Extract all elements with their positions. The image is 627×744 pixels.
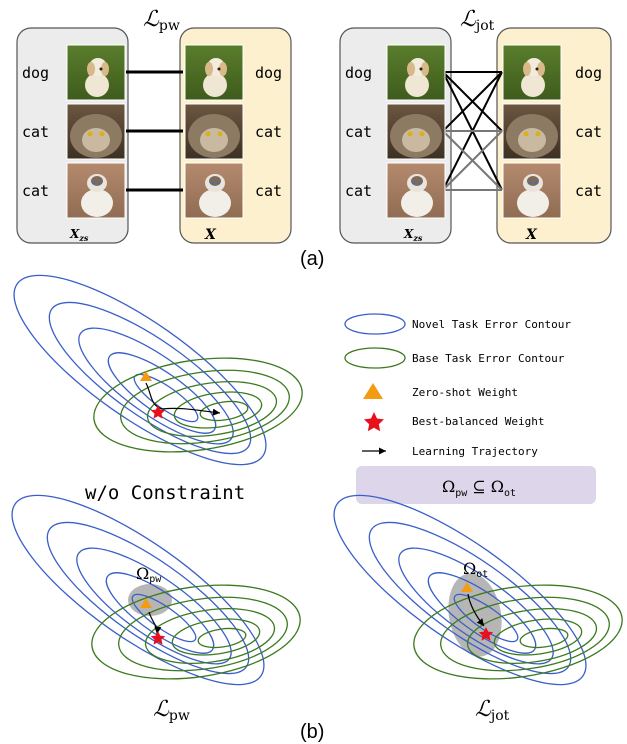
- base-contours-jot: [413, 584, 623, 680]
- pairwise-region-label: Ωpw: [136, 564, 162, 585]
- legend-best-label: Best-balanced Weight: [412, 415, 544, 428]
- learning-trajectory-pw: [148, 611, 162, 635]
- thumbnail-cat-ragdoll: [502, 162, 562, 219]
- thumbnail-cat-ragdoll: [184, 162, 244, 219]
- label-cat-left-2: cat: [22, 182, 49, 200]
- label-cat-right-1: cat: [255, 123, 282, 141]
- best-balanced-marker-jot: [478, 627, 494, 641]
- thumbnail-cat-ragdoll: [66, 162, 126, 219]
- legend-zero-shot-label: Zero-shot Weight: [412, 386, 518, 399]
- learning-trajectory: [145, 382, 221, 416]
- label-dog-right-joint: dog: [575, 64, 602, 82]
- thumbnail-cat-ragdoll: [386, 162, 446, 219]
- best-balanced-marker-pw: [150, 631, 166, 645]
- zs-label-left: Xzs: [69, 227, 89, 243]
- pairwise-title: ℒpw: [143, 7, 180, 34]
- contour-plot-unconstrained: w/o Constraint: [13, 274, 303, 504]
- constraint-relation-box: [356, 466, 596, 504]
- label-cat-right-2: cat: [255, 182, 282, 200]
- zero-shot-marker-jot: [461, 582, 473, 592]
- legend-zero-shot-icon: [363, 383, 383, 399]
- legend-best-icon: [363, 412, 384, 432]
- learning-trajectory-jot: [467, 593, 485, 627]
- thumbnail-dog: [184, 44, 244, 101]
- contour-plot-pairwise: Ωpw ℒpw: [11, 494, 301, 724]
- label-dog-left: dog: [22, 64, 49, 82]
- novel-contours-pw: [11, 494, 265, 686]
- constraint-relation: Ωpw ⊆ Ωot: [442, 477, 516, 499]
- panel-b: w/o Constraint Novel Task Error Contour …: [11, 274, 623, 743]
- joint-links-gray: [442, 130, 503, 191]
- unconstrained-caption: w/o Constraint: [85, 482, 245, 504]
- zero-shot-marker: [140, 371, 152, 381]
- thumbnail-cat-tabby: [386, 103, 446, 160]
- pairwise-group: ℒpw dog cat cat dog cat cat Xzs X: [16, 7, 292, 244]
- zs-label-right: Xzs: [403, 227, 423, 243]
- legend-novel-label: Novel Task Error Contour: [412, 318, 571, 331]
- joint-region-label: Ωot: [463, 559, 488, 580]
- caption-a: (a): [300, 248, 324, 270]
- label-cat-left-1: cat: [22, 123, 49, 141]
- image-thumbnails: [66, 44, 562, 219]
- target-label-left: X: [204, 227, 217, 243]
- base-contours-pw: [91, 584, 301, 680]
- legend: Novel Task Error Contour Base Task Error…: [344, 313, 596, 504]
- contour-plot-joint: Ωot ℒjot: [333, 494, 623, 724]
- joint-caption: ℒjot: [475, 697, 510, 724]
- joint-group: ℒjot dog cat cat dog cat cat: [339, 7, 612, 244]
- joint-title: ℒjot: [460, 7, 495, 34]
- thumbnail-cat-tabby: [184, 103, 244, 160]
- target-label-right: X: [525, 227, 538, 243]
- pairwise-caption: ℒpw: [153, 697, 190, 724]
- base-contours: [93, 357, 303, 453]
- legend-trajectory-label: Learning Trajectory: [412, 445, 538, 458]
- caption-b: (b): [300, 721, 324, 743]
- legend-novel-swatch: [344, 313, 406, 335]
- zero-shot-marker-pw: [140, 598, 152, 608]
- legend-base-swatch: [344, 347, 406, 369]
- thumbnail-dog: [502, 44, 562, 101]
- label-cat-right-joint-2: cat: [575, 182, 602, 200]
- label-dog-left-joint: dog: [345, 64, 372, 82]
- novel-contours: [13, 274, 267, 466]
- label-cat-left-joint-2: cat: [345, 182, 372, 200]
- label-dog-right: dog: [255, 64, 282, 82]
- legend-base-label: Base Task Error Contour: [412, 352, 565, 365]
- best-balanced-marker: [150, 405, 166, 419]
- thumbnail-dog: [66, 44, 126, 101]
- label-cat-right-joint-1: cat: [575, 123, 602, 141]
- pairwise-region: [128, 584, 172, 616]
- label-cat-left-joint-1: cat: [345, 123, 372, 141]
- thumbnail-cat-tabby: [66, 103, 126, 160]
- thumbnail-dog: [386, 44, 446, 101]
- thumbnail-cat-tabby: [502, 103, 562, 160]
- panel-a: ℒpw dog cat cat dog cat cat Xzs X ℒjot: [16, 7, 612, 270]
